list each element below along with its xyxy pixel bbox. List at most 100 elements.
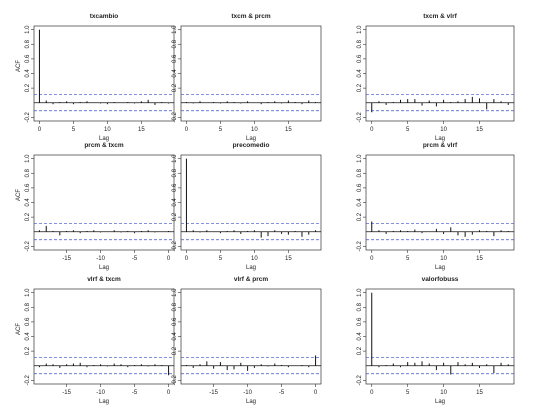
y-tick-label: 0.6 xyxy=(172,54,178,63)
x-tick-label: -10 xyxy=(96,390,105,396)
y-tick-label: 0.4 xyxy=(172,332,178,341)
x-tick-label: 10 xyxy=(251,127,258,133)
y-tick-label: 1.0 xyxy=(25,154,31,163)
y-tick-label: 0.4 xyxy=(357,198,363,207)
y-tick-label: -0.2 xyxy=(172,241,178,252)
y-tick-label: 0.8 xyxy=(172,168,178,177)
y-tick-label: 0.6 xyxy=(25,54,31,63)
y-tick-label: 0.2 xyxy=(25,212,31,221)
x-tick-label: 0 xyxy=(314,390,318,396)
y-tick-label: -0.2 xyxy=(357,112,363,123)
y-tick-label: 1.0 xyxy=(172,25,178,34)
y-axis-label: ACF xyxy=(16,60,22,72)
plot-frame xyxy=(180,25,322,122)
x-axis-label: Lag xyxy=(435,399,445,405)
acf-panel: precomedio -0.2 0.2 0.4 0.6 0.8 1.0 0 5 10 15 Lag xyxy=(172,142,322,271)
x-tick-label: 0 xyxy=(370,256,374,262)
y-axis-label: ACF xyxy=(16,189,22,201)
acf-panel: txcm & vlrf -0.2 0.2 0.4 0.6 0.8 1.0 0 5 10 15 Lag xyxy=(357,13,515,142)
y-tick-label: 0.8 xyxy=(25,302,31,311)
y-tick-label: -0.2 xyxy=(357,241,363,252)
y-tick-label: 1.0 xyxy=(25,25,31,34)
x-tick-label: 0 xyxy=(370,390,374,396)
x-tick-label: -10 xyxy=(243,390,252,396)
y-tick-label: 0.4 xyxy=(172,69,178,78)
y-tick-label: 0.4 xyxy=(25,198,31,207)
panel-title: txcambio xyxy=(90,13,119,20)
x-axis-label: Lag xyxy=(246,136,256,142)
y-tick-label: 0.4 xyxy=(172,198,178,207)
x-tick-label: 0 xyxy=(167,390,171,396)
x-tick-label: 15 xyxy=(285,127,292,133)
x-tick-label: 5 xyxy=(219,256,223,262)
x-axis-label: Lag xyxy=(246,399,256,405)
y-tick-label: 0.8 xyxy=(25,168,31,177)
acf-panel: txcambio -0.2 0.2 0.4 0.6 0.8 1.0 0 5 10 15 Lag ACF xyxy=(16,13,175,142)
panel-title: vlrf & txcm xyxy=(87,276,121,283)
plot-frame xyxy=(33,154,175,251)
x-tick-label: 15 xyxy=(285,256,292,262)
x-tick-label: -15 xyxy=(209,390,218,396)
x-tick-label: 5 xyxy=(406,390,410,396)
x-tick-label: 0 xyxy=(38,127,42,133)
x-axis-label: Lag xyxy=(99,265,109,271)
panel-title: valorfobuss xyxy=(422,276,459,283)
y-tick-label: 0.2 xyxy=(172,212,178,221)
y-tick-label: 0.2 xyxy=(357,346,363,355)
y-tick-label: 0.6 xyxy=(25,317,31,326)
y-tick-label: 0.2 xyxy=(25,346,31,355)
y-tick-label: -0.2 xyxy=(25,112,31,123)
x-tick-label: -15 xyxy=(62,390,71,396)
acf-panel: vlrf & txcm -0.2 0.2 0.4 0.6 0.8 1.0 -15 -10 -5 0 L… xyxy=(16,276,175,405)
x-axis-label: Lag xyxy=(435,265,445,271)
x-tick-label: 10 xyxy=(251,256,258,262)
y-tick-label: 1.0 xyxy=(172,154,178,163)
panel-title: txcm & prcm xyxy=(231,13,271,20)
y-tick-label: 0.4 xyxy=(357,332,363,341)
x-tick-label: 0 xyxy=(167,256,171,262)
plot-frame xyxy=(365,288,515,385)
x-tick-label: 5 xyxy=(219,127,223,133)
x-tick-label: 15 xyxy=(138,127,145,133)
panel-title: prcm & txcm xyxy=(84,142,124,149)
y-tick-label: 0.8 xyxy=(172,39,178,48)
y-tick-label: 0.6 xyxy=(172,317,178,326)
acf-panel: txcm & prcm -0.2 0.2 0.4 0.6 0.8 1.0 0 5 10 15 Lag xyxy=(172,13,322,142)
x-tick-label: 10 xyxy=(440,256,447,262)
x-axis-label: Lag xyxy=(99,399,109,405)
acf-panel: valorfobuss -0.2 0.2 0.4 0.6 0.8 1.0 0 5 10 15 Lag xyxy=(357,276,515,405)
y-tick-label: 0.6 xyxy=(357,317,363,326)
x-tick-label: 5 xyxy=(406,256,410,262)
y-tick-label: -0.2 xyxy=(25,375,31,386)
y-tick-label: 1.0 xyxy=(25,288,31,297)
y-tick-label: 0.8 xyxy=(172,302,178,311)
x-tick-label: -5 xyxy=(132,256,138,262)
y-tick-label: -0.2 xyxy=(25,241,31,252)
x-tick-label: 15 xyxy=(476,390,483,396)
y-tick-label: 1.0 xyxy=(357,25,363,34)
x-tick-label: 0 xyxy=(185,256,189,262)
x-tick-label: 10 xyxy=(440,127,447,133)
y-tick-label: 0.2 xyxy=(25,83,31,92)
y-tick-label: -0.2 xyxy=(172,112,178,123)
y-tick-label: 0.6 xyxy=(357,183,363,192)
plot-frame xyxy=(180,288,322,385)
y-tick-label: 1.0 xyxy=(357,154,363,163)
x-tick-label: 10 xyxy=(440,390,447,396)
acf-panel: vlrf & prcm -0.2 0.2 0.4 0.6 0.8 1.0 -15 -10 -5 0 L… xyxy=(172,276,322,405)
x-tick-label: -5 xyxy=(279,390,285,396)
acf-panel: prcm & vlrf -0.2 0.2 0.4 0.6 0.8 1.0 0 5 10 15 Lag xyxy=(357,142,515,271)
acf-panel: prcm & txcm -0.2 0.2 0.4 0.6 0.8 1.0 -15 -10 -5 0 L… xyxy=(16,142,175,271)
x-axis-label: Lag xyxy=(246,265,256,271)
x-tick-label: 5 xyxy=(72,127,76,133)
y-tick-label: 0.2 xyxy=(357,83,363,92)
x-axis-label: Lag xyxy=(99,136,109,142)
x-tick-label: -10 xyxy=(96,256,105,262)
y-tick-label: 0.8 xyxy=(357,39,363,48)
y-tick-label: 0.2 xyxy=(172,83,178,92)
y-tick-label: 0.2 xyxy=(357,212,363,221)
x-tick-label: 15 xyxy=(476,256,483,262)
plot-frame xyxy=(365,25,515,122)
y-tick-label: 0.8 xyxy=(25,39,31,48)
y-tick-label: 0.6 xyxy=(357,54,363,63)
